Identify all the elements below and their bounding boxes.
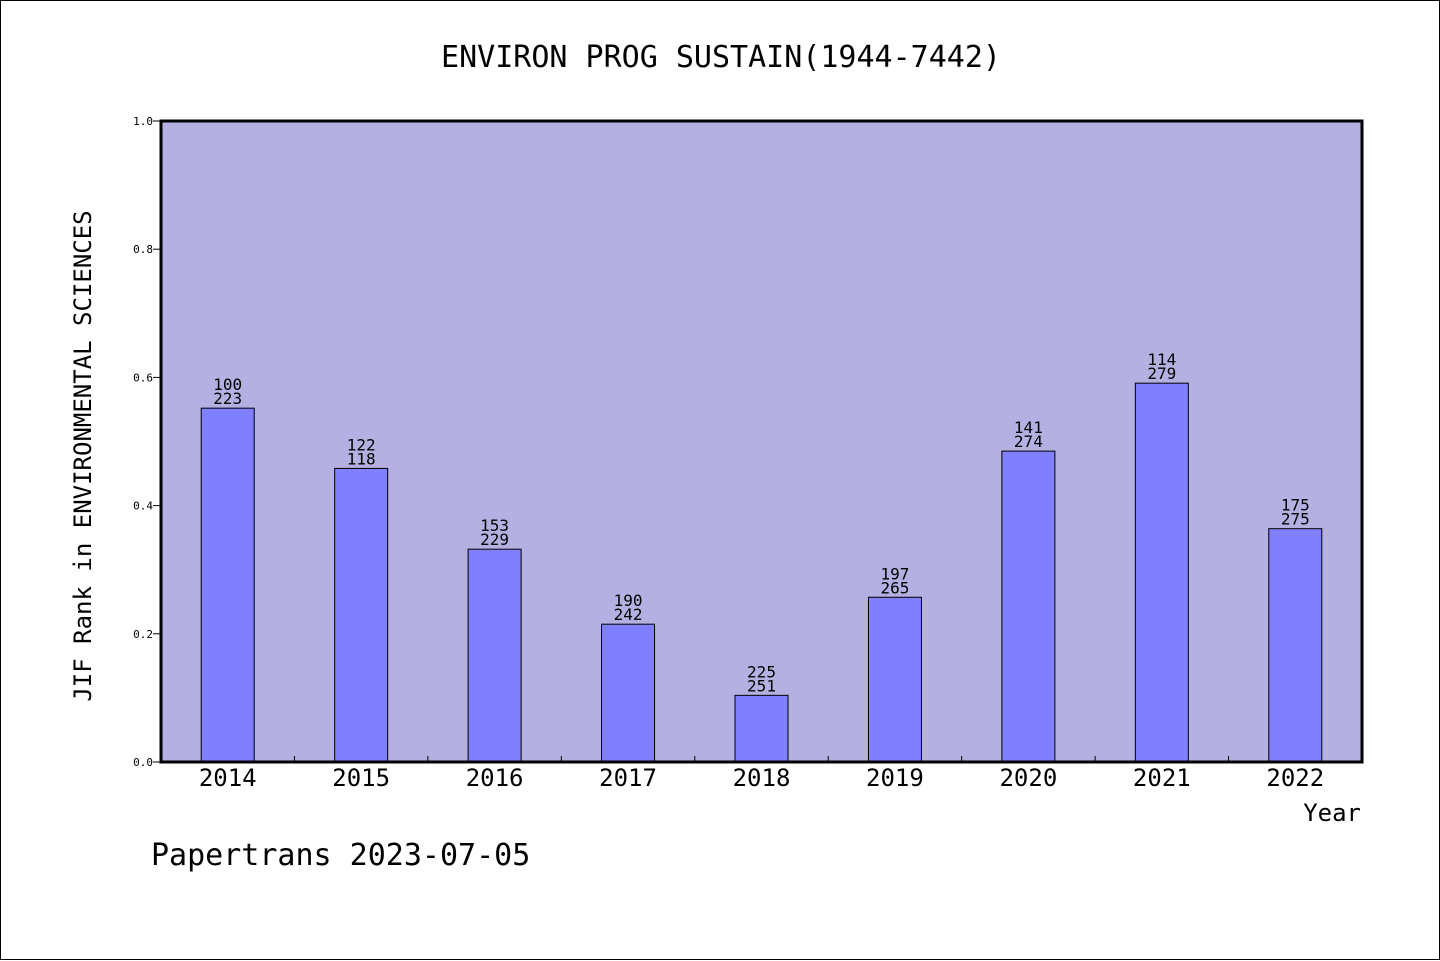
x-tick-label: 2022 xyxy=(1266,764,1324,792)
bar-rank-label: 153 xyxy=(480,516,509,535)
bar-2015 xyxy=(334,467,389,763)
bar-2016 xyxy=(467,548,522,763)
chart-title: ENVIRON PROG SUSTAIN(1944-7442) xyxy=(441,40,1001,75)
y-axis: 0.0 0.2 0.4 0.6 0.8 1.0 xyxy=(133,115,161,769)
y-tick-label: 0.2 xyxy=(133,628,153,641)
bar-rank-label: 114 xyxy=(1147,350,1176,369)
plot-border xyxy=(159,119,1364,764)
bar-2019 xyxy=(867,596,922,763)
y-tick-label: 0.0 xyxy=(133,756,153,769)
x-tick-label: 2018 xyxy=(733,764,791,792)
bar-2014 xyxy=(200,407,255,763)
bar-2021 xyxy=(1134,382,1189,763)
bar-rank-label: 197 xyxy=(880,564,909,583)
x-tick-label: 2020 xyxy=(999,764,1057,792)
x-axis-label: Year xyxy=(1303,799,1361,827)
bar-total-label: 251 xyxy=(747,676,776,695)
bar-rank-label: 122 xyxy=(347,435,376,454)
bar-total-label: 279 xyxy=(1147,364,1176,383)
bar-rank-label: 175 xyxy=(1281,496,1310,515)
bar-total-label: 275 xyxy=(1281,510,1310,529)
bar-total-label: 118 xyxy=(347,449,376,468)
bar-2022 xyxy=(1268,528,1323,763)
bar-2017 xyxy=(601,623,656,763)
bar-rank-label: 100 xyxy=(213,375,242,394)
bar-rank-label: 225 xyxy=(747,662,776,681)
y-axis-label: JIF Rank in ENVIRONMENTAL SCIENCES xyxy=(69,210,97,701)
y-tick-label: 0.8 xyxy=(133,243,153,256)
footer-text: Papertrans 2023-07-05 xyxy=(151,838,530,873)
y-tick-label: 0.6 xyxy=(133,371,153,384)
bar-2018 xyxy=(734,694,789,763)
bars-group: 1002231221181532291902422252511972651412… xyxy=(200,350,1323,763)
x-tick-label: 2017 xyxy=(599,764,657,792)
x-tick-label: 2016 xyxy=(466,764,524,792)
x-tick-label: 2021 xyxy=(1133,764,1191,792)
x-tick-label: 2019 xyxy=(866,764,924,792)
bar-total-label: 274 xyxy=(1014,432,1043,451)
x-tick-label: 2015 xyxy=(332,764,390,792)
bar-total-label: 265 xyxy=(880,578,909,597)
x-axis: 2014 2015 2016 2017 2018 2019 2020 2021 2022 xyxy=(199,756,1324,792)
bar-rank-label: 190 xyxy=(614,591,643,610)
bar-total-label: 223 xyxy=(213,389,242,408)
bar-2020 xyxy=(1001,450,1056,763)
bar-total-label: 229 xyxy=(480,530,509,549)
y-tick-label: 0.4 xyxy=(133,500,153,513)
y-tick-label: 1.0 xyxy=(133,115,153,128)
bar-total-label: 242 xyxy=(614,605,643,624)
x-tick-label: 2014 xyxy=(199,764,257,792)
bar-rank-label: 141 xyxy=(1014,418,1043,437)
